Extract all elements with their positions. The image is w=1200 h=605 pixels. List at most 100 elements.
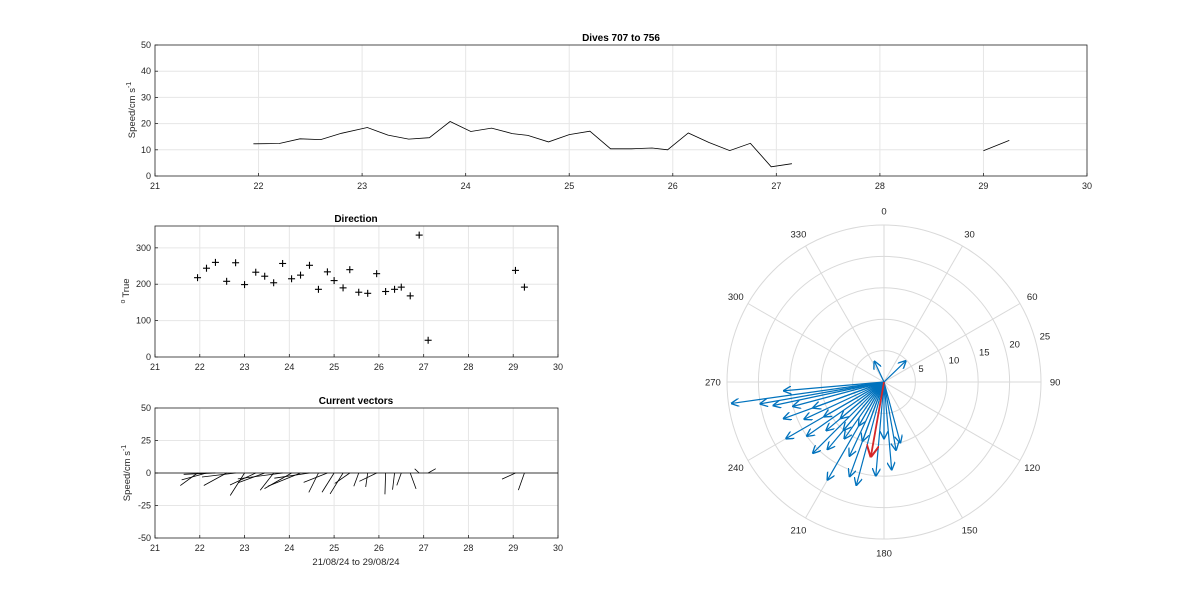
polar-arrow bbox=[841, 381, 885, 418]
polar-radius-label: 15 bbox=[979, 348, 990, 359]
direction-point bbox=[202, 264, 210, 272]
speed-x-tick-label: 24 bbox=[461, 181, 471, 191]
speed-x-tick-label: 28 bbox=[875, 181, 885, 191]
polar-spoke bbox=[883, 381, 1021, 461]
vec-x-tick-label: 29 bbox=[508, 543, 518, 553]
vector-stick bbox=[229, 472, 256, 486]
polar-angle-label: 120 bbox=[1024, 463, 1040, 474]
speed-line bbox=[983, 140, 1010, 152]
speed-title: Dives 707 to 756 bbox=[582, 33, 660, 44]
direction-point bbox=[511, 266, 519, 274]
direction-point bbox=[288, 275, 296, 283]
direction-point bbox=[520, 283, 528, 291]
vectors-y-axis-label: Speed/cm s-1 bbox=[121, 445, 133, 502]
polar-angle-label: 330 bbox=[791, 229, 807, 240]
direction-point bbox=[382, 288, 390, 295]
polar-mean-arrow-line bbox=[871, 381, 885, 456]
direction-point bbox=[261, 272, 269, 280]
polar-arrow bbox=[813, 381, 885, 408]
polar-angle-label: 0 bbox=[881, 206, 886, 217]
vec-y-tick-label: -50 bbox=[138, 533, 151, 543]
polar-arrow bbox=[793, 381, 885, 406]
vector-stick bbox=[414, 468, 420, 474]
speed-y-axis-label: Speed/cm s-1 bbox=[126, 82, 138, 139]
vector-stick bbox=[365, 472, 369, 487]
vector-stick bbox=[501, 472, 516, 480]
direction-point bbox=[223, 277, 231, 285]
polar-arrow bbox=[883, 361, 906, 383]
direction-point bbox=[391, 285, 399, 293]
vectors-panel: Current vectors 21 22 23 24 25 26 27 28 29 30 -50… bbox=[121, 396, 563, 568]
direction-panel: Direction 21 22 23 24 25 26 27 28 29 30 0 100 200 30… bbox=[120, 214, 563, 372]
direction-point bbox=[415, 231, 423, 239]
direction-point bbox=[232, 259, 240, 267]
speed-x-ticks: 21 22 23 24 25 26 27 28 29 30 bbox=[150, 173, 1092, 191]
vector-stick bbox=[427, 468, 436, 474]
direction-point bbox=[397, 283, 405, 291]
polar-panel: 0 30 60 90 120 150 180 210 240 270 300 330 5 10 15 20 2… bbox=[705, 206, 1060, 559]
vector-stick bbox=[229, 472, 245, 496]
polar-angle-label: 270 bbox=[705, 378, 721, 389]
dir-x-tick-label: 28 bbox=[463, 362, 473, 372]
vector-stick bbox=[181, 472, 207, 481]
polar-radius-label: 5 bbox=[918, 364, 923, 375]
polar-spoke bbox=[883, 381, 963, 519]
speed-y-ticks: 0 10 20 30 40 50 bbox=[141, 40, 158, 181]
polar-arrow bbox=[824, 381, 885, 417]
speed-panel: Dives 707 to 756 21 22 23 24 25 26 27 28 29 30 0 1… bbox=[126, 33, 1092, 191]
vector-stick bbox=[517, 472, 525, 491]
direction-point bbox=[373, 270, 381, 278]
speed-line bbox=[253, 121, 792, 168]
polar-arrow bbox=[849, 381, 885, 456]
direction-points bbox=[194, 231, 528, 344]
dir-x-tick-label: 26 bbox=[374, 362, 384, 372]
speed-x-tick-label: 21 bbox=[150, 181, 160, 191]
dir-x-tick-label: 21 bbox=[150, 362, 160, 372]
dir-x-tick-label: 25 bbox=[329, 362, 339, 372]
speed-x-tick-label: 29 bbox=[978, 181, 988, 191]
polar-arrow bbox=[807, 381, 885, 436]
speed-gridlines bbox=[154, 44, 1088, 177]
speed-x-tick-label: 27 bbox=[771, 181, 781, 191]
vec-x-tick-label: 21 bbox=[150, 543, 160, 553]
vector-stick bbox=[237, 472, 283, 480]
polar-angle-labels: 0 30 60 90 120 150 180 210 240 270 300 330 bbox=[705, 206, 1060, 559]
speed-y-tick-label: 30 bbox=[141, 92, 151, 102]
polar-arrow bbox=[883, 381, 892, 470]
polar-angle-label: 180 bbox=[876, 549, 892, 560]
polar-arrow bbox=[732, 381, 885, 403]
dir-y-tick-label: 300 bbox=[136, 243, 151, 253]
polar-arrows bbox=[732, 361, 906, 485]
polar-angle-label: 30 bbox=[964, 229, 975, 240]
vector-stick bbox=[303, 472, 328, 483]
direction-point bbox=[211, 258, 219, 266]
vector-stick bbox=[259, 472, 274, 491]
vector-sticks bbox=[155, 468, 558, 496]
polar-radius-label: 25 bbox=[1040, 331, 1051, 342]
vector-stick bbox=[321, 472, 335, 493]
dir-y-tick-label: 200 bbox=[136, 279, 151, 289]
direction-point bbox=[406, 292, 414, 300]
speed-x-tick-label: 22 bbox=[254, 181, 264, 191]
polar-spoke bbox=[883, 303, 1021, 383]
direction-axes-frame bbox=[154, 225, 559, 358]
polar-spoke bbox=[883, 245, 963, 383]
polar-arrow bbox=[850, 381, 885, 476]
polar-angle-label: 240 bbox=[728, 463, 744, 474]
vector-stick bbox=[396, 472, 402, 486]
polar-angle-label: 210 bbox=[791, 526, 807, 537]
dir-x-tick-label: 22 bbox=[195, 362, 205, 372]
direction-point bbox=[339, 284, 347, 292]
vector-stick bbox=[183, 472, 216, 475]
direction-point bbox=[270, 279, 278, 287]
direction-point bbox=[305, 261, 313, 269]
dir-x-tick-label: 24 bbox=[284, 362, 294, 372]
direction-title: Direction bbox=[334, 214, 377, 225]
vec-x-tick-label: 22 bbox=[195, 543, 205, 553]
vector-stick bbox=[237, 472, 265, 484]
polar-arrow bbox=[784, 381, 885, 391]
vec-x-tick-label: 25 bbox=[329, 543, 339, 553]
polar-spoke bbox=[747, 303, 885, 383]
polar-angle-label: 300 bbox=[728, 292, 744, 303]
